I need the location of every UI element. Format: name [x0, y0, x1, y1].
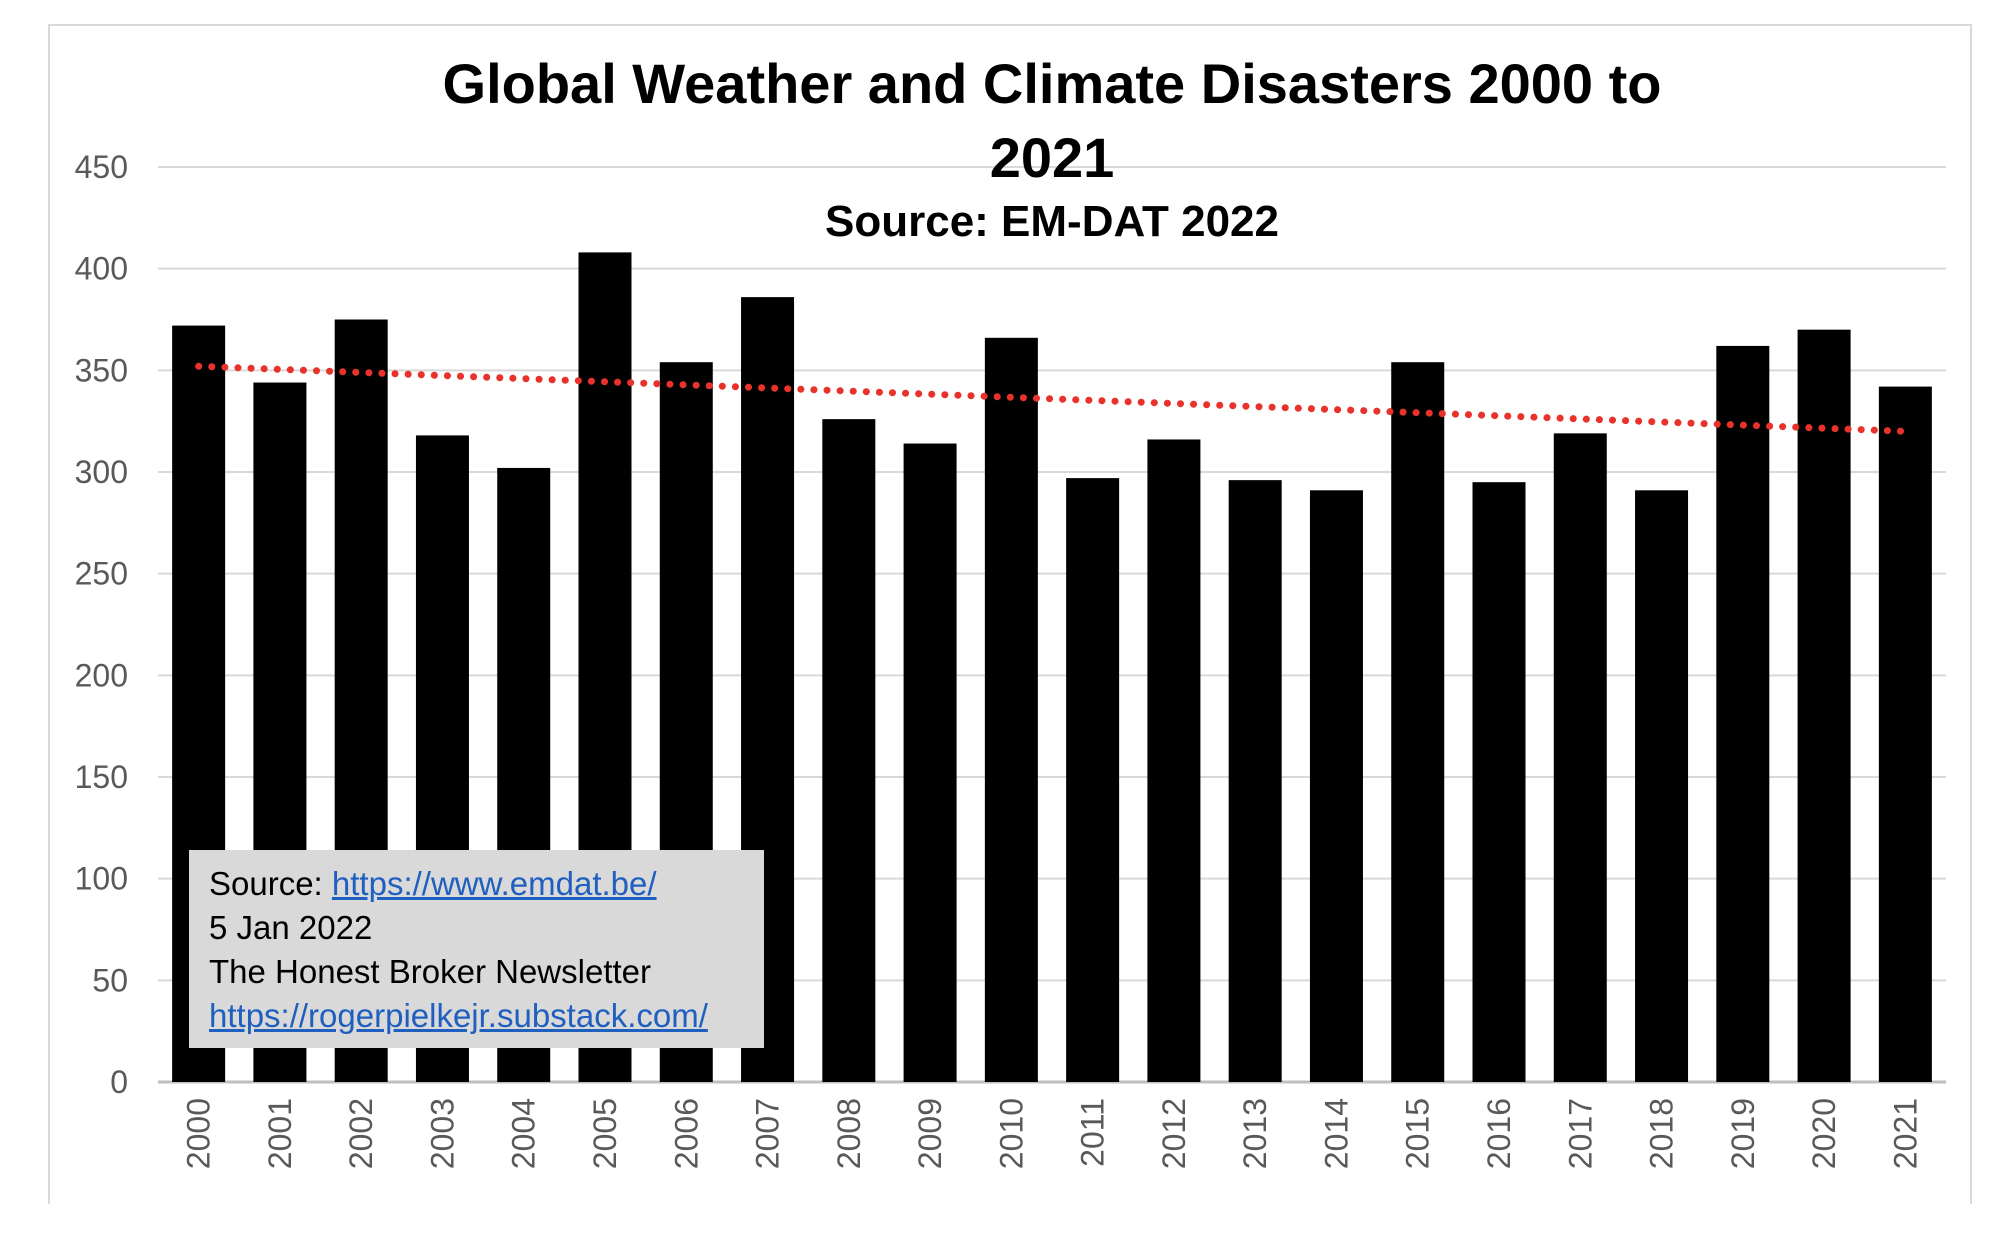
chart-subtitle: Source: EM-DAT 2022 [825, 197, 1279, 246]
x-tick-label: 2011 [1075, 1098, 1111, 1167]
y-tick-label: 50 [92, 962, 128, 998]
x-tick-label: 2006 [668, 1098, 704, 1169]
x-tick-label: 2020 [1806, 1098, 1842, 1169]
trendline-line [195, 362, 1909, 435]
x-tick-label: 2009 [912, 1098, 948, 1169]
x-tick-label: 2015 [1400, 1098, 1436, 1169]
x-tick-label: 2021 [1887, 1098, 1923, 1169]
y-tick-label: 0 [110, 1064, 128, 1100]
bar [1228, 480, 1282, 1083]
x-tick-label: 2010 [993, 1098, 1029, 1169]
source-annotation-box: Source: https://www.emdat.be/ 5 Jan 2022… [189, 850, 764, 1048]
x-tick-label: 2017 [1562, 1098, 1598, 1169]
x-tick-label: 2000 [181, 1098, 217, 1169]
x-tick-label: 2003 [424, 1098, 460, 1169]
annotation-newsletter: The Honest Broker Newsletter [209, 953, 652, 990]
bar [822, 419, 876, 1083]
x-tick-label: 2001 [262, 1098, 298, 1169]
bar [1147, 439, 1201, 1082]
y-tick-label: 350 [75, 352, 128, 388]
chart-title: Global Weather and Climate Disasters 200… [443, 52, 1662, 246]
x-tick-label: 2019 [1725, 1098, 1761, 1169]
x-tick-label: 2016 [1481, 1098, 1517, 1169]
annotation-newsletter-line: https://rogerpielkejr.substack.com/ [209, 994, 764, 1038]
newsletter-link[interactable]: https://rogerpielkejr.substack.com/ [209, 997, 708, 1034]
y-axis-ticks: 0 50 100 150 200 250 300 350 400 450 [75, 149, 128, 1100]
bar [1391, 362, 1445, 1082]
annotation-source-label: Source: [209, 865, 332, 902]
annotation-source-line: Source: https://www.emdat.be/ [209, 862, 764, 906]
chart-title-line-1: Global Weather and Climate Disasters 200… [443, 52, 1662, 115]
chart-title-line-2: 2021 [990, 126, 1115, 189]
bar [1716, 345, 1770, 1082]
x-tick-label: 2007 [750, 1098, 786, 1169]
bar [1066, 478, 1120, 1083]
bar [1878, 386, 1932, 1083]
trendline [195, 362, 1909, 435]
bar [1797, 329, 1851, 1083]
x-tick-label: 2014 [1318, 1098, 1354, 1169]
x-tick-label: 2018 [1644, 1098, 1680, 1169]
y-tick-label: 400 [75, 251, 128, 287]
y-tick-label: 300 [75, 454, 128, 490]
x-tick-label: 2002 [343, 1098, 379, 1169]
y-tick-label: 250 [75, 556, 128, 592]
x-tick-label: 2008 [831, 1098, 867, 1169]
bar [984, 337, 1038, 1082]
x-tick-label: 2012 [1156, 1098, 1192, 1169]
bar [1309, 490, 1363, 1082]
y-tick-label: 450 [75, 149, 128, 185]
bar [1472, 482, 1526, 1083]
y-tick-label: 200 [75, 657, 128, 693]
x-tick-label: 2013 [1237, 1098, 1273, 1169]
x-axis-ticks: 2000 2001 2002 2003 2004 2005 2006 2007 2008 2009… [181, 1098, 1924, 1169]
annotation-date: 5 Jan 2022 [209, 909, 373, 946]
source-link[interactable]: https://www.emdat.be/ [331, 865, 657, 902]
bar [1635, 490, 1689, 1082]
bar [903, 443, 957, 1082]
y-tick-label: 150 [75, 759, 128, 795]
bar [1553, 433, 1607, 1082]
x-tick-label: 2004 [506, 1098, 542, 1169]
x-tick-label: 2005 [587, 1098, 623, 1169]
y-tick-label: 100 [75, 861, 128, 897]
